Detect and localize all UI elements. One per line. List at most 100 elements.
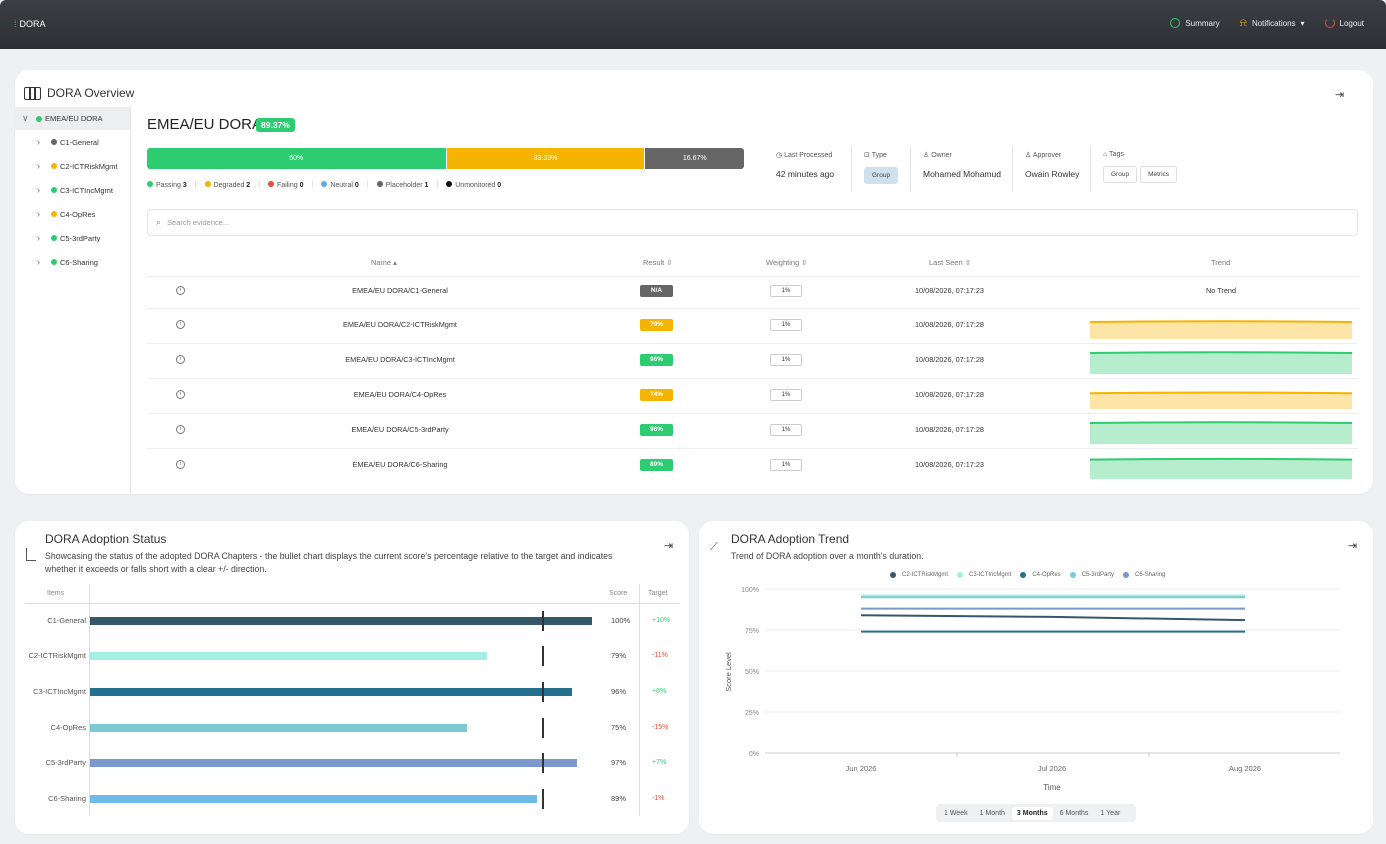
tree-item-c6-sharing[interactable]: › C6-Sharing <box>15 250 130 274</box>
legend-item: Neutral 0 <box>321 181 359 189</box>
tree-item-c1-general[interactable]: › C1-General <box>15 130 130 154</box>
summary-link[interactable]: Summary <box>1170 18 1220 28</box>
legend-dot <box>204 181 211 187</box>
items-header: Items <box>47 590 65 597</box>
range-option[interactable]: 1 Week <box>944 809 968 817</box>
bullet-bar <box>90 617 592 625</box>
weighting-input[interactable]: 1% <box>770 354 802 366</box>
info-icon[interactable]: i <box>176 425 185 434</box>
bullet-score-label: 89% <box>611 794 627 803</box>
tree-item-c5-3rdparty[interactable]: › C5-3rdParty <box>15 226 130 250</box>
bullet-score-label: 96% <box>611 687 627 696</box>
row-divider <box>147 276 1358 277</box>
export-icon[interactable]: ⇥ <box>1335 89 1345 101</box>
trend-legend-item[interactable]: C5-3rdParty <box>1069 572 1115 578</box>
axis-line <box>89 584 90 816</box>
trend-area <box>1090 459 1352 479</box>
chevron-right-icon: › <box>37 233 40 243</box>
notifications-menu[interactable]: ⍾ Notifications ▾ <box>1239 17 1305 29</box>
trend-line <box>1090 391 1352 395</box>
tags-label: ⌂ Tags <box>1103 151 1124 158</box>
trend-legend-item[interactable]: C2-ICTRiskMgmt <box>890 572 948 578</box>
tree-item-label: C2-ICTRiskMgmt <box>60 161 118 171</box>
y-tick-label: 0% <box>749 751 759 758</box>
trend-legend-item[interactable]: C6-Sharing <box>1123 572 1165 578</box>
result-badge: 74% <box>640 389 673 401</box>
status-dot <box>51 211 57 217</box>
tag-chip[interactable]: Metrics <box>1140 166 1178 183</box>
bullet-score-label: 79% <box>611 651 627 660</box>
bullet-bar <box>90 724 467 732</box>
bullet-target-marker <box>541 611 544 631</box>
export-icon[interactable]: ⇥ <box>1348 540 1358 552</box>
col-header-weighting[interactable]: Weighting ⇳ <box>766 258 808 267</box>
info-icon[interactable]: i <box>176 286 185 295</box>
bell-icon: ⍾ <box>1239 17 1247 29</box>
x-tick-label: Jul 2026 <box>1038 764 1066 773</box>
weighting-input[interactable]: 1% <box>770 285 802 297</box>
info-icon[interactable]: i <box>176 320 185 329</box>
status-dot <box>51 139 57 145</box>
legend-dot <box>1123 572 1130 578</box>
tree-item-c4-opres[interactable]: › C4-OpRes <box>15 202 130 226</box>
weighting-input[interactable]: 1% <box>770 459 802 471</box>
range-option[interactable]: 1 Month <box>979 809 1005 817</box>
x-axis-label: Time <box>1043 783 1061 792</box>
row-name[interactable]: EMEA/EU DORA/C5-3rdParty <box>351 425 449 434</box>
type-chip[interactable]: Group <box>864 167 899 184</box>
row-name[interactable]: EMEA/EU DORA/C4-OpRes <box>353 390 447 399</box>
weighting-input[interactable]: 1% <box>770 389 802 401</box>
range-option[interactable]: 3 Months <box>1011 806 1053 820</box>
legend-item: Passing 3 <box>147 181 187 189</box>
search-placeholder: Search evidence... <box>167 218 230 227</box>
tag-chip[interactable]: Group <box>1103 166 1138 183</box>
tree-item-label: C4-OpRes <box>60 209 96 219</box>
search-icon: ⌕ <box>156 217 162 227</box>
top-nav: Summary ⍾ Notifications ▾ Logout <box>1170 17 1364 29</box>
info-icon[interactable]: i <box>176 355 185 364</box>
tree-item-root[interactable]: ∨ EMEA/EU DORA <box>15 107 130 130</box>
column-divider <box>639 584 640 816</box>
trend-line <box>1090 421 1352 424</box>
trend-legend-item[interactable]: C4-OpRes <box>1020 572 1061 578</box>
range-option[interactable]: 1 Year <box>1100 809 1121 817</box>
row-name[interactable]: EMEA/EU DORA/C2-ICTRiskMgmt <box>343 320 457 329</box>
x-tick-label: Jun 2026 <box>846 764 877 773</box>
col-header-name[interactable]: Name ▴ <box>371 258 397 267</box>
tree-item-c2-ictriskmgmt[interactable]: › C2-ICTRiskMgmt <box>15 154 130 178</box>
export-icon[interactable]: ⇥ <box>664 540 674 552</box>
legend-separator: | <box>436 181 439 188</box>
row-last-seen: 10/08/2026, 07:17:28 <box>915 355 984 364</box>
row-name[interactable]: EMEA/EU DORA/C1-General <box>352 286 448 295</box>
weighting-input[interactable]: 1% <box>770 319 802 331</box>
power-icon <box>1324 18 1335 28</box>
result-badge: 96% <box>640 354 673 366</box>
brand[interactable]: ⁞ DORA <box>14 19 46 29</box>
approver-value: Owain Rowley <box>1025 169 1080 179</box>
search-input[interactable]: ⌕ Search evidence... <box>147 209 1358 236</box>
y-axis-label: Score Level <box>724 652 733 692</box>
bullet-category-label: C1-General <box>47 616 86 625</box>
owner-label: ♙ Owner <box>923 152 952 159</box>
trend-area <box>1090 393 1352 409</box>
logout-button[interactable]: Logout <box>1324 18 1364 28</box>
y-tick-label: 100% <box>741 587 759 594</box>
info-icon[interactable]: i <box>176 390 185 399</box>
tree-root-label: EMEA/EU DORA <box>45 114 103 123</box>
trend-legend-item[interactable]: C3-ICTIncMgmt <box>957 572 1011 578</box>
col-header-result[interactable]: Result ⇳ <box>643 258 673 267</box>
info-icon[interactable]: i <box>176 460 185 469</box>
row-name[interactable]: EMEA/EU DORA/C6-Sharing <box>352 460 448 469</box>
row-name[interactable]: EMEA/EU DORA/C3-ICTIncMgmt <box>345 355 455 364</box>
logout-label: Logout <box>1339 18 1364 28</box>
weighting-input[interactable]: 1% <box>770 424 802 436</box>
tree-item-c3-ictincmgmt[interactable]: › C3-ICTIncMgmt <box>15 178 130 202</box>
col-header-last-seen[interactable]: Last Seen ⇳ <box>929 258 972 267</box>
chevron-right-icon: › <box>37 209 40 219</box>
tree-item-label: C3-ICTIncMgmt <box>60 185 113 195</box>
trend-legend-label: C5-3rdParty <box>1081 572 1115 578</box>
notifications-label: Notifications <box>1251 18 1296 28</box>
range-option[interactable]: 6 Months <box>1059 809 1089 817</box>
y-tick-label: 25% <box>745 710 759 717</box>
caret-down-icon: ▾ <box>1300 18 1305 28</box>
